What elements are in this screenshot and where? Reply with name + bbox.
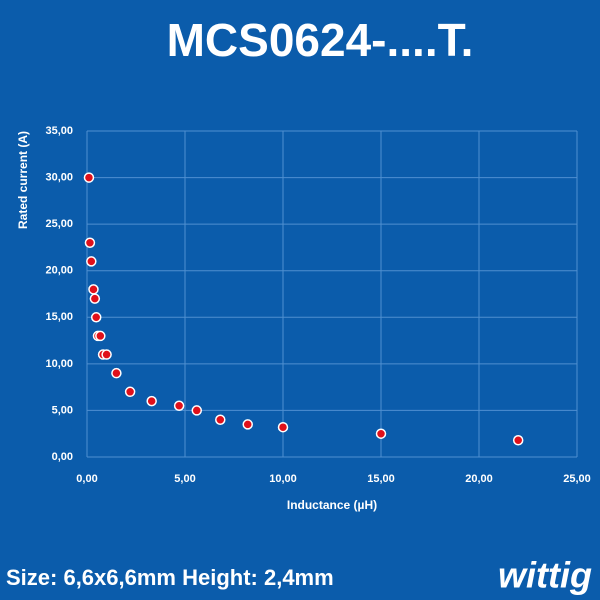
x-tick-label: 0,00 (76, 473, 97, 485)
data-point (95, 330, 106, 342)
y-tick-label: 5,00 (52, 404, 73, 416)
y-tick-label: 0,00 (52, 451, 73, 463)
x-tick-label: 10,00 (269, 473, 297, 485)
data-point (84, 237, 96, 249)
y-tick-label: 20,00 (45, 265, 73, 277)
data-point (86, 256, 97, 267)
y-tick-label: 10,00 (45, 358, 73, 370)
y-tick-label: 15,00 (45, 311, 73, 323)
y-tick-label: 35,00 (45, 125, 73, 137)
data-point (124, 386, 136, 398)
footer-text: Size: 6,6x6,6mm Height: 2,4mm (6, 565, 334, 590)
y-axis-title: Rated current (A) (16, 131, 30, 229)
x-tick-label: 20,00 (465, 473, 493, 485)
y-tick-label: 25,00 (45, 218, 73, 230)
data-point (146, 395, 157, 407)
x-tick-label: 25,00 (563, 473, 591, 485)
data-point (512, 434, 524, 446)
x-axis-title: Inductance (µH) (287, 498, 377, 512)
chart-title: MCS0624-....T. (167, 14, 474, 66)
data-point (88, 284, 99, 295)
data-point (90, 312, 102, 323)
data-point (89, 293, 101, 304)
data-point (277, 421, 289, 433)
x-tick-label: 5,00 (174, 473, 195, 485)
data-point (242, 419, 253, 430)
data-point (375, 428, 387, 439)
data-point (83, 172, 95, 183)
data-point (215, 414, 226, 425)
y-tick-label: 30,00 (45, 171, 73, 183)
x-tick-label: 15,00 (367, 473, 395, 485)
data-point (101, 349, 112, 360)
data-point (191, 405, 203, 416)
data-point (111, 367, 122, 379)
logo: wittig (498, 555, 592, 596)
data-point (173, 400, 185, 412)
